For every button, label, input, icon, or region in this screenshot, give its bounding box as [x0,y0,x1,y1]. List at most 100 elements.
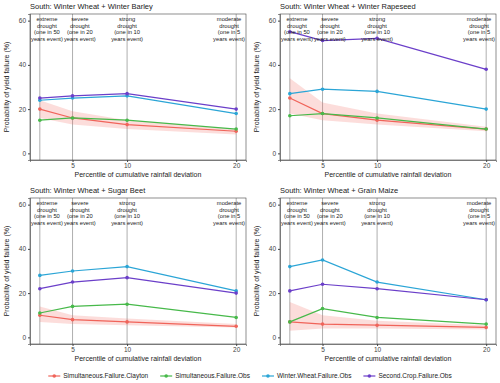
y-tick-label: 60 [19,201,27,208]
series-line [40,118,236,129]
y-tick: 40 [269,245,280,252]
plot-background [30,198,246,344]
annotation-text: drought [367,207,387,213]
y-tick-mark [28,337,30,338]
y-axis: 0 20 40 60 [19,15,31,161]
y-tick: 0 [22,334,30,341]
x-axis-line [31,161,247,163]
y-axis: 0204060 [269,199,281,345]
annotation-text: (one in 5 [218,29,241,35]
legend-label: Second.Crop.Failure.Obs [378,372,452,380]
legend: Simultaneous.Failure.ClaytonSimultaneous… [48,372,452,380]
y-tick-label: 0 [22,150,26,157]
point [484,127,488,131]
x-tick-label: 20 [233,162,241,169]
point [38,107,42,111]
annotation-text: (one in 10 [114,213,140,219]
point [321,258,325,262]
series-line [40,109,236,131]
legend-label: Winter.Wheat.Failure.Obs [277,372,352,379]
point [234,316,238,320]
annotation-text: years event) [361,220,393,226]
y-axis: 0204060 [269,15,281,161]
point [484,107,488,111]
annotation-text: (one in 20 [67,213,93,219]
annotation-text: drought [70,23,90,29]
y-tick-mark [28,21,30,22]
point [71,269,75,273]
annotation-text: extreme [286,16,307,22]
point [321,282,325,286]
x-tick: 10 [374,344,382,353]
y-tick: 40 [19,61,30,68]
x-tick: 20 [233,344,241,353]
y-tick-mark [28,249,30,250]
panel: South: Winter Wheat + Grain Maize0204060… [253,186,497,362]
annotation-text: years event) [31,220,63,226]
annotation-text: (one in 10 [364,29,390,35]
annotation: strongdrought(one in 10years event) [111,16,143,42]
annotation-text: (one in 50 [34,213,60,219]
y-tick: 20 [269,290,280,297]
x-axis: 51020 [31,344,247,353]
point [38,96,42,100]
y-tick-mark [28,153,30,154]
point [484,127,488,131]
confidence-band [290,78,486,131]
y-tick: 20 [19,106,30,113]
annotation: moderatedrought(one in 5years event) [213,16,245,42]
x-tick-label: 10 [374,162,382,169]
x-axis-title: Percentile of cumulative rainfall deviat… [325,171,452,178]
point [125,302,129,306]
point [125,320,129,324]
point [375,316,379,320]
y-tick: 0 [22,150,30,157]
point [71,116,75,120]
panel-title: South: Winter Wheat + Winter Barley [30,2,153,11]
y-tick-mark [28,109,30,110]
y-tick-mark [278,337,280,338]
plot-frame [30,14,246,160]
point [288,265,292,269]
point [288,96,292,100]
annotation-text: drought [320,23,340,29]
y-tick-mark [278,153,280,154]
y-tick-label: 0 [22,334,26,341]
annotation-text: drought [367,23,387,29]
x-tick-label: 10 [124,346,132,353]
y-axis-title: Probability of yield failure (%) [253,226,261,317]
annotation-text: years event) [314,36,346,42]
annotation: moderatedrought(one in 5years event) [463,200,495,226]
annotation-text: strong [369,200,385,206]
y-tick-mark [278,21,280,22]
point [234,291,238,295]
point [375,287,379,291]
point [288,320,292,324]
y-axis-title: Probability of yield failure (%) [253,42,261,133]
annotation-text: extreme [286,200,307,206]
y-tick: 60 [19,17,30,24]
annotation-text: years event) [213,220,245,226]
annotation-text: extreme [36,16,57,22]
point [484,298,488,302]
annotation-text: drought [37,23,57,29]
annotation-text: extreme [36,200,57,206]
y-tick-label: 40 [269,245,277,252]
y-tick: 40 [19,245,30,252]
y-tick-mark [278,249,280,250]
annotation-text: (one in 50 [284,213,310,219]
point [234,112,238,116]
panel-title: South: Winter Wheat + Grain Maize [280,186,398,195]
annotation-text: severe [321,200,338,206]
annotation-text: years event) [111,36,143,42]
legend-label: Simultaneous.Failure.Clayton [63,372,148,380]
point [375,280,379,284]
legend-item: Second.Crop.Failure.Obs [363,372,452,380]
plot-background [30,14,246,160]
y-tick-label: 60 [19,17,27,24]
x-axis-line [281,161,497,163]
y-tick-label: 40 [19,245,27,252]
panel: South: Winter Wheat + Winter Barley 0 20 40… [3,2,247,178]
annotation-text: (one in 5 [468,213,491,219]
annotation-text: (one in 50 [284,29,310,35]
